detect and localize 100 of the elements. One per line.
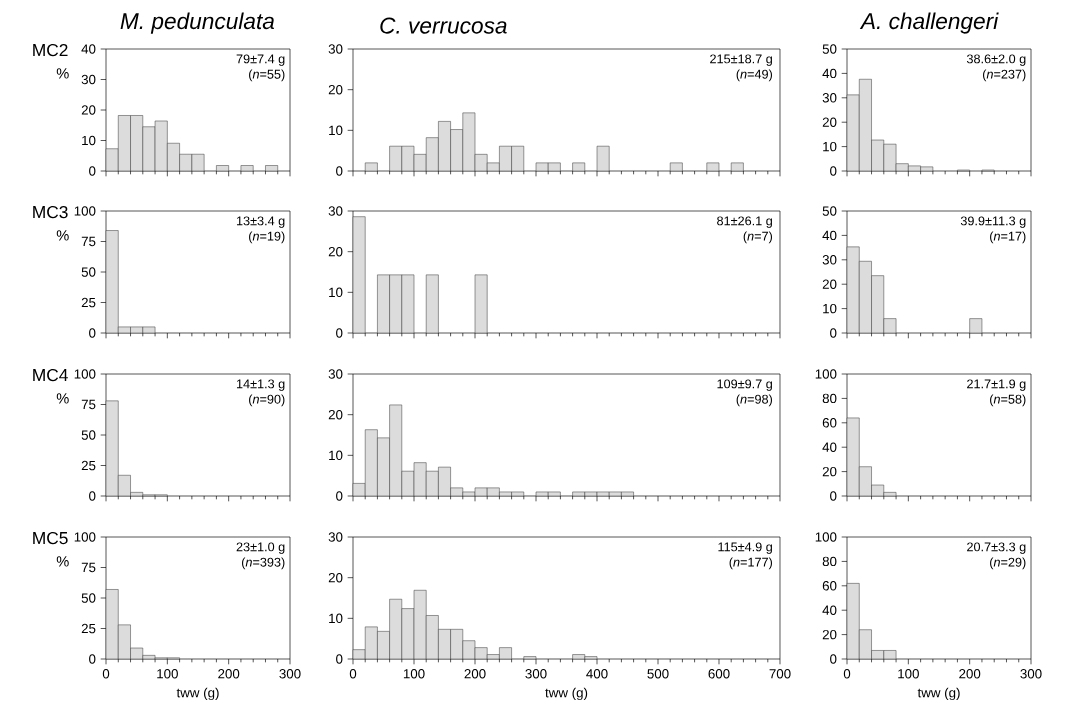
x-tick-label: 400 — [586, 669, 608, 679]
y-axis-title: % — [56, 230, 69, 241]
y-tick-label: 0 — [830, 166, 837, 176]
chart-title: C. verrucosa — [380, 17, 507, 34]
x-tick-label: 0 — [349, 669, 357, 679]
y-tick-label: 100 — [74, 206, 96, 216]
y-tick-label: 30 — [328, 369, 343, 379]
y-tick-label: 20 — [81, 105, 96, 115]
y-tick-label: 10 — [823, 141, 837, 152]
annotation: 20.7±3.3 g — [967, 542, 1026, 554]
annotation: 109±9.7 g — [717, 379, 772, 391]
y-axis-title: % — [56, 68, 69, 79]
annotation: 38.6±2.0 g — [966, 54, 1026, 66]
y-tick-label: 20 — [328, 409, 343, 420]
y-tick-label: 40 — [822, 442, 837, 452]
y-tick-label: 30 — [328, 44, 343, 54]
x-tick-label: 100 — [403, 669, 425, 679]
y-tick-label: 10 — [329, 450, 343, 461]
annotation: (n=29) — [990, 557, 1026, 570]
y-tick-label: 10 — [823, 303, 837, 314]
y-tick-label: 10 — [329, 125, 343, 136]
y-tick-label: 75 — [81, 562, 96, 573]
y-tick-label: 0 — [830, 328, 837, 338]
y-tick-label: 40 — [822, 68, 837, 79]
x-tick-label: 200 — [218, 669, 240, 679]
annotation: 79±7.4 g — [236, 54, 285, 66]
y-tick-label: 80 — [822, 393, 837, 404]
annotation: 21.7±1.9 g — [967, 379, 1026, 391]
x-axis-title: tww (g) — [917, 687, 960, 701]
y-tick-label: 100 — [74, 532, 96, 542]
y-tick-label: 25 — [81, 297, 96, 308]
y-tick-label: 0 — [336, 654, 343, 664]
chart-subtitle: MC4 — [33, 368, 68, 382]
annotation: 39.9±11.3 g — [960, 216, 1026, 228]
y-tick-label: 20 — [822, 279, 837, 289]
annotation: 14±1.3 g — [236, 379, 285, 391]
y-tick-label: 100 — [74, 369, 96, 379]
y-tick-label: 75 — [81, 399, 96, 410]
annotation: (n=17) — [990, 231, 1026, 244]
y-tick-label: 10 — [329, 287, 343, 298]
y-tick-label: 0 — [89, 328, 96, 338]
y-tick-label: 50 — [822, 44, 837, 54]
y-tick-label: 25 — [81, 623, 96, 634]
y-tick-label: 0 — [830, 491, 837, 501]
x-tick-label: 200 — [959, 669, 981, 679]
annotation: (n=7) — [743, 231, 773, 244]
y-tick-label: 100 — [815, 532, 837, 542]
y-tick-label: 80 — [822, 556, 837, 567]
annotation: (n=58) — [990, 394, 1026, 407]
annotation: 115±4.9 g — [718, 542, 772, 554]
x-tick-label: 600 — [708, 669, 730, 679]
annotation: (n=55) — [249, 69, 285, 82]
y-tick-label: 20 — [822, 117, 837, 127]
y-tick-label: 30 — [328, 206, 343, 216]
y-tick-label: 30 — [328, 532, 343, 542]
y-tick-label: 50 — [81, 267, 96, 277]
chart-subtitle: MC3 — [33, 205, 68, 219]
chart-subtitle: MC2 — [33, 43, 68, 57]
y-tick-label: 0 — [336, 491, 343, 501]
annotation: 23±1.0 g — [236, 542, 285, 554]
y-axis-title: % — [56, 393, 69, 404]
y-tick-label: 10 — [329, 613, 343, 624]
chart-subtitle: MC5 — [33, 531, 68, 545]
annotation: (n=393) — [242, 557, 285, 570]
y-tick-label: 20 — [822, 629, 837, 640]
y-tick-label: 50 — [822, 206, 837, 216]
y-axis-title: % — [56, 556, 69, 567]
y-tick-label: 40 — [822, 230, 837, 241]
y-tick-label: 30 — [822, 93, 837, 103]
chart-title: A. challengeri — [859, 12, 999, 34]
x-tick-label: 200 — [464, 669, 486, 679]
annotation: (n=19) — [249, 231, 285, 244]
y-tick-label: 20 — [328, 572, 343, 583]
y-tick-label: 20 — [328, 84, 343, 95]
x-tick-label: 300 — [525, 669, 547, 679]
x-tick-label: 300 — [279, 669, 301, 679]
x-tick-label: 300 — [1020, 669, 1042, 679]
y-tick-label: 0 — [89, 654, 96, 664]
y-tick-label: 0 — [830, 654, 837, 664]
y-tick-label: 20 — [822, 466, 837, 477]
y-tick-label: 0 — [89, 491, 96, 501]
y-tick-label: 30 — [822, 255, 837, 265]
x-tick-label: 100 — [157, 669, 178, 679]
y-tick-label: 50 — [81, 593, 96, 603]
annotation: 81±26.1 g — [717, 216, 772, 228]
y-tick-label: 40 — [81, 44, 96, 54]
x-tick-label: 700 — [769, 669, 791, 679]
y-tick-label: 0 — [336, 166, 343, 176]
annotation: (n=237) — [983, 69, 1026, 82]
y-tick-label: 25 — [81, 460, 96, 471]
y-tick-label: 75 — [81, 236, 96, 247]
annotation: (n=177) — [729, 557, 772, 570]
annotation: (n=49) — [736, 69, 773, 82]
annotation: (n=90) — [249, 394, 285, 407]
x-axis-title: tww (g) — [176, 687, 219, 701]
x-tick-label: 0 — [102, 669, 110, 679]
x-tick-label: 500 — [647, 669, 669, 679]
y-tick-label: 60 — [822, 418, 837, 428]
x-tick-label: 0 — [843, 669, 851, 679]
annotation: 13±3.4 g — [236, 216, 285, 228]
